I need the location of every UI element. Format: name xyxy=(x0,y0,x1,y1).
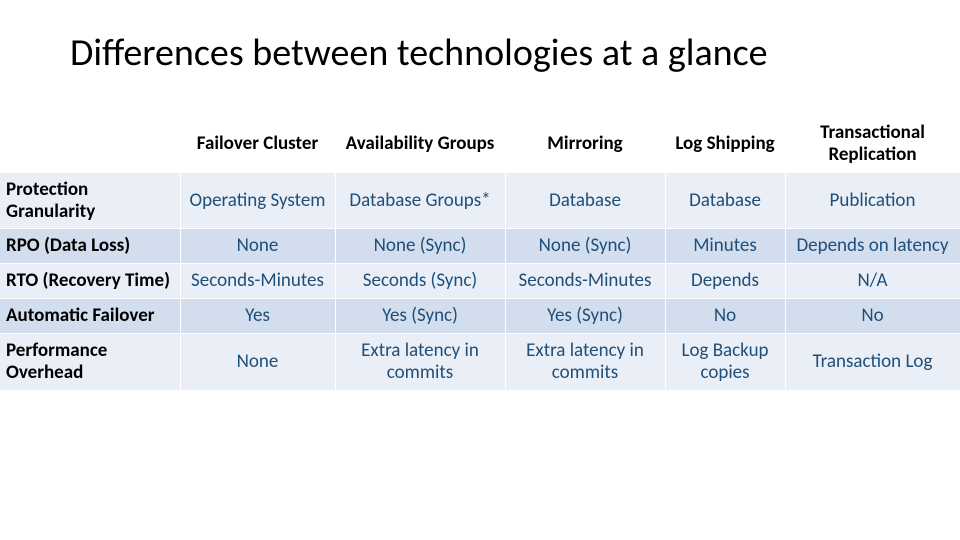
col-header: Transactional Replication xyxy=(785,116,960,172)
cell: Seconds-Minutes xyxy=(180,264,335,299)
cell: Database Groups* xyxy=(335,172,505,229)
col-header: Failover Cluster xyxy=(180,116,335,172)
cell: Database xyxy=(665,172,785,229)
row-header: Automatic Failover xyxy=(0,299,180,334)
cell: N/A xyxy=(785,264,960,299)
cell: Seconds-Minutes xyxy=(505,264,665,299)
row-header: RPO (Data Loss) xyxy=(0,229,180,264)
cell: Depends on latency xyxy=(785,229,960,264)
comparison-table: Failover Cluster Availability Groups Mir… xyxy=(0,116,960,391)
row-header: Protection Granularity xyxy=(0,172,180,229)
cell: None xyxy=(180,333,335,390)
row-header: Performance Overhead xyxy=(0,333,180,390)
cell: Publication xyxy=(785,172,960,229)
cell: Yes xyxy=(180,299,335,334)
row-header: RTO (Recovery Time) xyxy=(0,264,180,299)
cell: No xyxy=(785,299,960,334)
cell: Operating System xyxy=(180,172,335,229)
cell: Yes (Sync) xyxy=(335,299,505,334)
col-header: Mirroring xyxy=(505,116,665,172)
cell: None (Sync) xyxy=(335,229,505,264)
cell: Seconds (Sync) xyxy=(335,264,505,299)
cell: Minutes xyxy=(665,229,785,264)
table-row: Performance Overhead None Extra latency … xyxy=(0,333,960,390)
cell: No xyxy=(665,299,785,334)
table-header-row: Failover Cluster Availability Groups Mir… xyxy=(0,116,960,172)
cell: Extra latency in commits xyxy=(505,333,665,390)
col-header: Log Shipping xyxy=(665,116,785,172)
cell: Transaction Log xyxy=(785,333,960,390)
table-row: Protection Granularity Operating System … xyxy=(0,172,960,229)
col-header xyxy=(0,116,180,172)
cell: Log Backup copies xyxy=(665,333,785,390)
cell: Yes (Sync) xyxy=(505,299,665,334)
table-row: RPO (Data Loss) None None (Sync) None (S… xyxy=(0,229,960,264)
slide-title: Differences between technologies at a gl… xyxy=(70,30,960,76)
cell: Database xyxy=(505,172,665,229)
cell: None xyxy=(180,229,335,264)
cell: None (Sync) xyxy=(505,229,665,264)
cell: Depends xyxy=(665,264,785,299)
table-row: Automatic Failover Yes Yes (Sync) Yes (S… xyxy=(0,299,960,334)
col-header: Availability Groups xyxy=(335,116,505,172)
table-row: RTO (Recovery Time) Seconds-Minutes Seco… xyxy=(0,264,960,299)
cell: Extra latency in commits xyxy=(335,333,505,390)
slide: Differences between technologies at a gl… xyxy=(0,0,960,540)
